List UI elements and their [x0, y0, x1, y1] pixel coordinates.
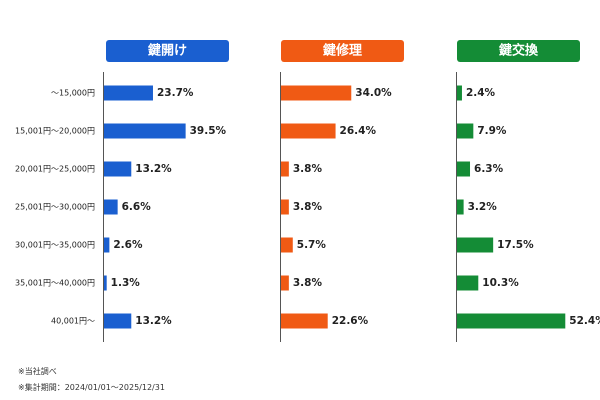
data-label: 39.5%	[190, 125, 227, 137]
data-label: 34.0%	[355, 87, 392, 99]
data-label: 3.8%	[293, 277, 323, 289]
bar	[104, 123, 186, 139]
bar	[104, 275, 107, 291]
bar	[104, 313, 132, 329]
bar	[457, 123, 474, 139]
data-label: 3.2%	[468, 201, 498, 213]
data-label: 6.6%	[122, 201, 152, 213]
data-label: 3.8%	[293, 163, 323, 175]
data-label: 23.7%	[157, 87, 194, 99]
category-label: 35,001円～40,000円	[15, 279, 95, 288]
data-label: 17.5%	[497, 239, 534, 251]
bar	[457, 85, 462, 101]
bar	[104, 85, 153, 101]
series-header-1	[281, 40, 404, 62]
category-label: 40,001円～	[51, 317, 95, 326]
bar	[104, 199, 118, 215]
bar	[457, 313, 566, 329]
bar	[281, 275, 289, 291]
data-label: 22.6%	[332, 315, 369, 327]
category-label: 15,001円～20,000円	[15, 127, 95, 136]
data-label: 10.3%	[482, 277, 519, 289]
data-label: 3.8%	[293, 201, 323, 213]
series-header-label: 鍵交換	[499, 43, 539, 59]
data-label: 2.4%	[466, 87, 496, 99]
data-label: 1.3%	[111, 277, 141, 289]
category-label: 20,001円～25,000円	[15, 165, 95, 174]
data-label: 2.6%	[113, 239, 143, 251]
bar	[281, 199, 289, 215]
data-label: 13.2%	[135, 315, 172, 327]
data-label: 7.9%	[477, 125, 507, 137]
category-label: ～15,000円	[51, 89, 95, 98]
bar	[281, 85, 352, 101]
category-label: 25,001円～30,000円	[15, 203, 95, 212]
data-label: 13.2%	[135, 163, 172, 175]
bar	[457, 199, 464, 215]
series-header-label: 鍵開け	[148, 43, 187, 59]
bar	[104, 161, 132, 177]
data-label: 6.3%	[474, 163, 504, 175]
bar	[457, 275, 479, 291]
bar	[457, 237, 494, 253]
bar	[281, 237, 293, 253]
period-note: ※集計期間：2024/01/01～2025/12/31	[18, 383, 165, 392]
bar	[457, 161, 471, 177]
data-label: 5.7%	[297, 239, 327, 251]
series-header-0	[106, 40, 229, 62]
bar	[104, 237, 110, 253]
bar	[281, 313, 328, 329]
category-label: 30,001円～35,000円	[15, 241, 95, 250]
source-note: ※当社調べ	[18, 367, 57, 376]
series-header-label: 鍵修理	[323, 43, 362, 59]
bar	[281, 161, 289, 177]
series-header-2	[457, 40, 580, 62]
data-label: 26.4%	[340, 125, 377, 137]
data-label: 52.4%	[569, 315, 600, 327]
bar	[281, 123, 336, 139]
